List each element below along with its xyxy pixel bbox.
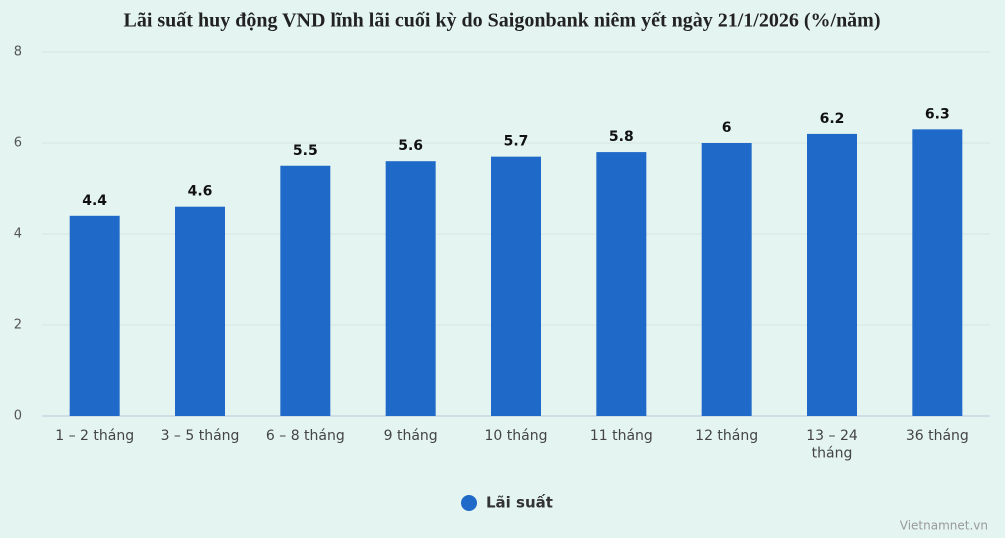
data-label: 6.3	[925, 106, 950, 122]
x-tick-label: 6 – 8 tháng	[266, 428, 345, 444]
data-label: 4.4	[82, 193, 107, 209]
y-tick-label: 8	[14, 45, 22, 60]
data-label: 6.2	[820, 111, 845, 127]
x-tick-label: 9 tháng	[384, 428, 438, 444]
x-tick-label: 10 tháng	[485, 428, 548, 444]
data-label: 5.5	[293, 143, 318, 159]
y-tick-label: 6	[14, 136, 22, 151]
bar	[807, 133, 857, 416]
data-label: 6	[722, 120, 732, 136]
bar	[69, 215, 120, 416]
y-tick-label: 0	[14, 409, 22, 424]
x-tick-label: 36 tháng	[906, 428, 969, 444]
bar	[280, 165, 331, 416]
bar	[596, 152, 647, 416]
source: Vietnamnet.vn	[900, 519, 988, 533]
bar	[701, 143, 752, 416]
data-label: 5.7	[504, 134, 529, 150]
bar	[175, 206, 225, 416]
x-tick-label: 11 tháng	[590, 428, 653, 444]
data-label: 5.8	[609, 129, 634, 145]
legend-label: Lãi suất	[486, 494, 553, 512]
bar	[912, 129, 963, 416]
data-label: 5.6	[398, 138, 423, 154]
bar	[491, 156, 541, 416]
x-tick-label: 1 – 2 tháng	[55, 428, 134, 444]
x-tick-label: 12 tháng	[695, 428, 758, 444]
y-tick-label: 2	[14, 318, 22, 333]
data-label: 4.6	[188, 184, 213, 200]
x-tick-label: 3 – 5 tháng	[161, 428, 240, 444]
bar	[385, 161, 436, 416]
legend-marker	[461, 495, 477, 511]
y-tick-label: 4	[14, 227, 22, 242]
x-tick-label: 13 – 24 tháng	[806, 428, 858, 462]
chart-title: Lãi suất huy động VND lĩnh lãi cuối kỳ d…	[123, 10, 880, 32]
